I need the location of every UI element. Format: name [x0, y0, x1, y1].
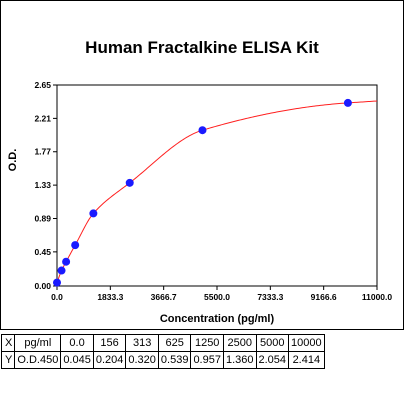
y-tick-label: 0.89 [34, 213, 51, 223]
table-cell: pg/ml [14, 334, 62, 352]
x-tick-label: 3666.7 [151, 292, 177, 302]
chart-svg: 0.0 1833.3 3666.7 5500.0 7333.3 9166.6 11000.0… [7, 80, 392, 325]
chart-title: Human Fractalkine ELISA Kit [85, 38, 319, 57]
y-tick-label: 0.45 [34, 247, 51, 257]
table-cell: 5000 [255, 334, 290, 352]
data-point [198, 126, 207, 135]
data-point [62, 257, 71, 266]
table-cell: 0.539 [157, 351, 192, 369]
y-tick-label: 1.33 [34, 180, 51, 190]
x-tick-label: 11000.0 [362, 292, 393, 302]
table-cell: 10000 [288, 334, 325, 352]
y-tick-label: 0.00 [34, 281, 51, 291]
y-axis: 0.00 0.45 0.89 1.33 1.77 2.21 2.65 [34, 80, 57, 291]
table-cell: 1250 [190, 334, 224, 352]
data-points [53, 98, 352, 287]
fit-curve [56, 100, 378, 283]
table-cell: O.D.450 [14, 351, 62, 369]
x-tick-label: 9166.6 [311, 292, 337, 302]
y-tick-label: 2.21 [34, 113, 51, 123]
table-row: Y O.D.450 0.045 0.204 0.320 0.539 0.957 1.360 2.… [0, 351, 325, 369]
x-tick-label: 0.0 [51, 292, 63, 302]
chart-frame [0, 0, 404, 330]
table-cell: X [0, 334, 16, 352]
table-cell: 0.0 [60, 334, 94, 352]
data-point [57, 266, 66, 275]
table-cell: 2.054 [255, 351, 290, 369]
table-cell: 2500 [222, 334, 257, 352]
table-cell: 156 [92, 334, 127, 352]
data-point [89, 209, 98, 218]
table-cell: 0.320 [125, 351, 159, 369]
x-axis-label: Concentration (pg/ml) [160, 313, 275, 325]
table-cell: 625 [157, 334, 192, 352]
table-cell: 0.204 [92, 351, 127, 369]
table-cell: 2.414 [288, 351, 325, 369]
x-tick-label: 7333.3 [257, 292, 283, 302]
x-tick-label: 1833.3 [97, 292, 123, 302]
table-cell: 0.957 [190, 351, 224, 369]
table-cell: 0.045 [60, 351, 94, 369]
x-tick-label: 5500.0 [204, 292, 230, 302]
data-point [125, 178, 134, 187]
data-point [71, 241, 80, 250]
x-axis: 0.0 1833.3 3666.7 5500.0 7333.3 9166.6 11000.0 [51, 286, 392, 302]
table-cell: Y [0, 351, 16, 369]
data-point [53, 278, 61, 287]
data-point [343, 98, 352, 107]
y-tick-label: 2.65 [34, 80, 51, 90]
plot-area [56, 84, 378, 287]
y-tick-label: 1.77 [34, 147, 51, 157]
y-axis-label: O.D. [7, 149, 19, 172]
table-cell: 313 [125, 334, 159, 352]
table-cell: 1.360 [222, 351, 257, 369]
